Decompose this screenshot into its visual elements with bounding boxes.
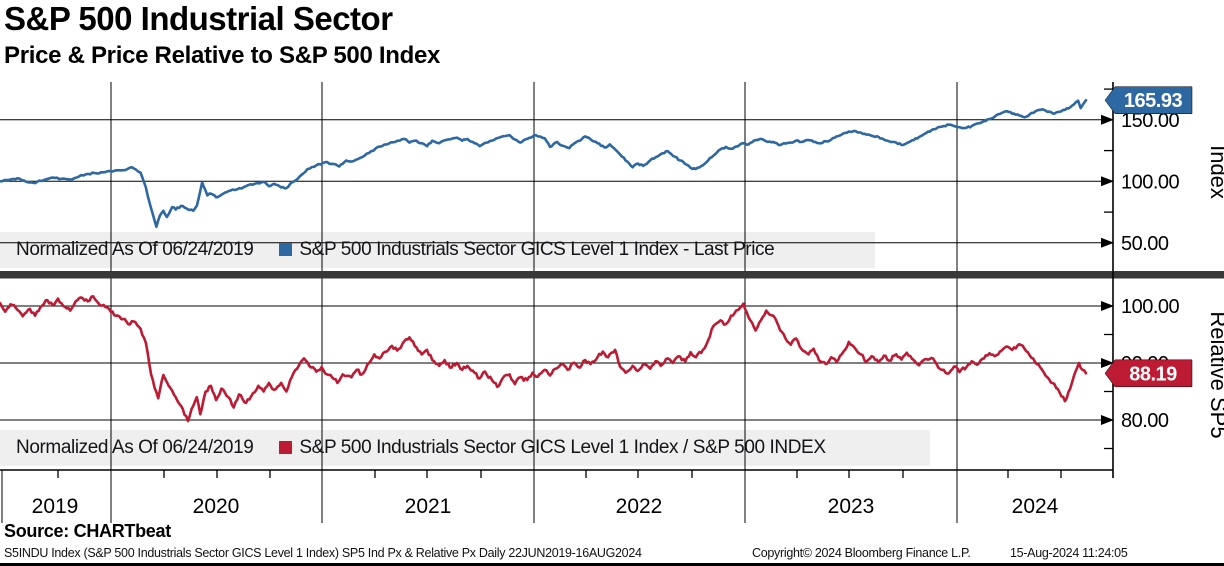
relative-series-label: S&P 500 Industrials Sector GICS Level 1 … — [299, 437, 826, 458]
page-subtitle: Price & Price Relative to S&P 500 Index — [4, 42, 441, 69]
price-series-label: S&P 500 Industrials Sector GICS Level 1 … — [299, 239, 775, 260]
panel-divider — [0, 271, 1224, 279]
y-tick-arrow-icon — [1101, 415, 1114, 425]
legend-price-panel: Normalized As Of 06/24/2019 S&P 500 Indus… — [0, 232, 775, 268]
price-line-series — [0, 98, 1088, 229]
source-line: Source: CHARTbeat — [4, 521, 171, 541]
bottom-rule — [0, 563, 1224, 566]
y-tick-arrow-icon — [1101, 358, 1114, 368]
y-tick-label: 50.00 — [1121, 233, 1169, 255]
page-title: S&P 500 Industrial Sector — [4, 0, 393, 37]
normalized-as-of-label: Normalized As Of 06/24/2019 — [16, 239, 254, 260]
y-tick-label: 100.00 — [1121, 171, 1180, 193]
normalized-as-of-label: Normalized As Of 06/24/2019 — [16, 437, 254, 458]
x-year-label: 2019 — [32, 495, 79, 518]
price-last-value-badge — [1104, 86, 1193, 114]
footer-datetime: 15-Aug-2024 11:24:05 — [1010, 546, 1128, 560]
relative-series-marker-icon — [279, 441, 293, 454]
y-tick-arrow-icon — [1101, 114, 1114, 125]
last-value-badge-label: 165.93 — [1124, 90, 1183, 112]
y-tick-arrow-icon — [1101, 176, 1114, 187]
relative-line-series — [0, 294, 1088, 423]
x-year-label: 2020 — [193, 495, 240, 518]
x-year-label: 2023 — [828, 495, 875, 518]
y-tick-arrow-icon — [1101, 301, 1114, 311]
footer-copyright: Copyright© 2024 Bloomberg Finance L.P. — [752, 546, 971, 560]
x-year-label: 2022 — [616, 495, 663, 518]
y-tick-label: 80.00 — [1121, 410, 1169, 432]
y-tick-arrow-icon — [1101, 237, 1114, 248]
x-year-label: 2024 — [1012, 495, 1059, 518]
x-year-label: 2021 — [405, 495, 452, 518]
footer-ticker-description: S5INDU Index (S&P 500 Industrials Sector… — [4, 546, 642, 560]
relative-last-value-badge — [1104, 359, 1193, 388]
legend-relative-panel: Normalized As Of 06/24/2019 S&P 500 Indus… — [0, 430, 826, 466]
last-value-badge-label: 88.19 — [1129, 363, 1177, 385]
y-tick-label: 100.00 — [1121, 296, 1180, 318]
y-axis-title: Relative SP5 — [1206, 311, 1224, 438]
price-series-marker-icon — [279, 243, 293, 256]
legend-band — [0, 430, 930, 466]
legend-band — [0, 232, 875, 268]
y-axis-title: Index — [1206, 145, 1224, 199]
y-tick-label: 150.00 — [1121, 110, 1180, 132]
